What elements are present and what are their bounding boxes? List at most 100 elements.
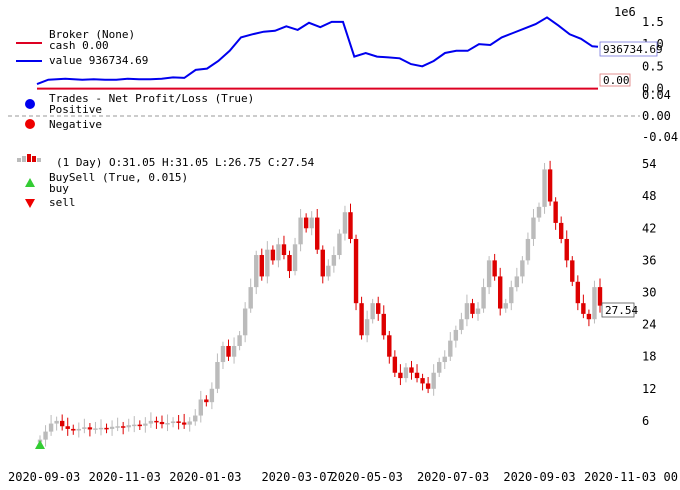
broker-cash-tag: 0.00 [599, 73, 631, 87]
candle-body [464, 303, 470, 320]
x-tick-label: 2020-11-03 00:00 [584, 470, 680, 484]
last-price-box [601, 302, 635, 318]
candle-body [187, 421, 192, 425]
broker-ytick-label: 1.5 [642, 15, 664, 29]
candle-body [287, 255, 292, 272]
candle-body [265, 249, 270, 277]
legend-candle-icon [17, 154, 41, 162]
x-axis: 2020-09-03 2020-11-03 2020-01-03 2020-03-07… [8, 470, 680, 484]
candle-body [409, 367, 414, 373]
candle-body [59, 420, 65, 427]
candle-body [370, 303, 375, 320]
candle-body [320, 249, 325, 277]
candle-body [115, 426, 120, 428]
candle-body [226, 345, 231, 357]
price-panel: 54 48 42 36 30 24 18 12 6 (1 Day) O:31.05 H:31.0… [8, 154, 680, 484]
candle-body [292, 244, 298, 272]
legend-positive-label: Positive [49, 103, 102, 116]
candle-body [509, 287, 514, 304]
candle-body [553, 201, 558, 223]
broker-legend: Broker (None) cash 0.00 value 936734.69 [16, 28, 148, 67]
price-ytick-label: 18 [642, 350, 656, 364]
candle-body [65, 426, 70, 429]
candle-body [193, 415, 198, 422]
x-tick-label: 2020-09-03 [8, 470, 80, 484]
candle-body [581, 303, 586, 314]
candle-body [220, 345, 226, 363]
candle-body [254, 255, 259, 288]
candle-body [364, 319, 370, 336]
candle-body [154, 420, 159, 423]
price-ytick-label: 6 [642, 414, 649, 428]
last-price-tag: 27.54 [601, 302, 638, 318]
candle-body [387, 335, 392, 357]
candle-body [331, 255, 337, 266]
candles [37, 160, 603, 447]
candle-body [87, 427, 93, 430]
candle-body [514, 276, 520, 288]
price-ytick-label: 42 [642, 221, 656, 235]
candle-body [242, 308, 248, 336]
candle-body [231, 345, 237, 357]
candle-body [531, 217, 536, 239]
broker-scale-label: 1e6 [614, 5, 636, 19]
candle-body [459, 319, 464, 330]
x-tick-label: 2020-03-07 [261, 470, 333, 484]
candle-body [176, 421, 181, 423]
candle-body [215, 362, 220, 389]
candle-body [597, 287, 603, 306]
candle-body [486, 260, 492, 288]
candle-body [403, 367, 409, 379]
candle-body [76, 428, 82, 431]
candle-body [137, 424, 143, 427]
candle-body [71, 428, 76, 431]
trades-panel: 0.04 0.00 -0.04 Trades - Net Profit/Loss (… [8, 88, 678, 144]
candle-body [170, 421, 176, 424]
trades-ytick-label: -0.04 [642, 130, 678, 144]
candle-body [414, 372, 420, 379]
legend-buysell-label: BuySell (True, 0.015) [49, 171, 188, 184]
value-line [36, 16, 599, 86]
price-ytick-label: 12 [642, 382, 656, 396]
candle-body [420, 378, 425, 384]
broker-ytick-label: 0.0 [642, 82, 664, 96]
legend-buy-label: buy [49, 182, 69, 195]
candle-body [98, 427, 104, 430]
candle-body [126, 425, 131, 428]
legend-broker-title: Broker (None) [49, 28, 135, 41]
candle-body [259, 255, 264, 277]
legend-positive-marker [25, 99, 35, 109]
candle-body [104, 427, 109, 430]
candle-body [54, 420, 59, 424]
candle-body [348, 212, 353, 239]
candle-body [547, 169, 553, 202]
candle-body [248, 287, 253, 309]
candle-body [542, 169, 547, 207]
candle-body [237, 335, 242, 346]
candle-body [209, 388, 215, 403]
candle-body [437, 362, 442, 373]
trades-legend: Trades - Net Profit/Loss (True) Positive… [25, 92, 254, 131]
legend-buy-icon [25, 178, 35, 187]
candle-body [303, 217, 309, 229]
candle-body [392, 356, 398, 373]
candle-body [276, 244, 281, 261]
candle-body [93, 428, 98, 430]
candle-body [165, 423, 170, 425]
value-tag-text: 936734.69 [603, 43, 663, 56]
x-tick-label: 2020-09-03 [503, 470, 575, 484]
candle-body [442, 356, 447, 363]
legend-sell-label: sell [49, 196, 76, 209]
x-tick-label: 2020-05-03 [331, 470, 403, 484]
candle-body [481, 287, 486, 309]
candle-body [564, 238, 569, 261]
buy-marker [35, 439, 45, 449]
candle-body [48, 423, 54, 432]
candle-body [148, 420, 154, 424]
candle-body [309, 217, 314, 229]
candle-body [181, 422, 187, 425]
candle-body [315, 217, 320, 250]
candle-body [503, 303, 508, 309]
price-y-axis: 54 48 42 36 30 24 18 12 6 [642, 157, 656, 428]
trades-ytick-label: 0.00 [642, 109, 671, 123]
